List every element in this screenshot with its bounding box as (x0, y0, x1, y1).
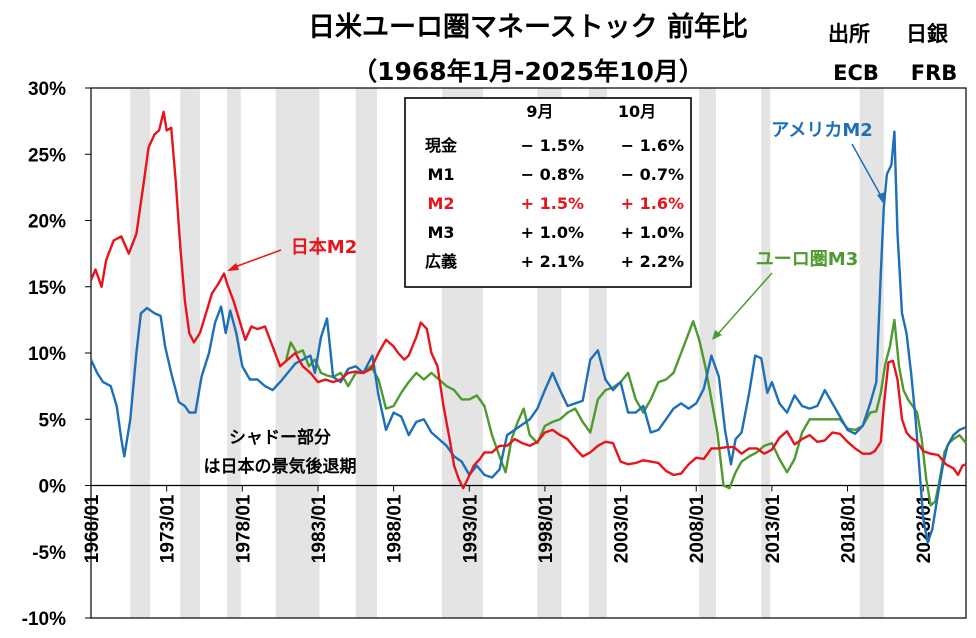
chart-subtitle: （1968年1月-2025年10月） (352, 57, 704, 86)
table-header-oct: 10月 (618, 102, 656, 121)
arrowhead-japan-m2 (227, 263, 239, 271)
chart-title: 日米ユーロ圏マネーストック 前年比 (308, 11, 748, 43)
series-line-2 (285, 318, 967, 507)
arrowhead-euro-m3 (712, 330, 722, 340)
series-line-1 (89, 130, 967, 544)
table-cell-sept: + 1.0% (521, 223, 584, 242)
recession-band (859, 88, 884, 618)
y-axis: 30% 25% 20% 15% 10% 5% 0% -5% -10% (22, 79, 91, 630)
source-ecb: ECB (833, 61, 879, 85)
table-cell-sept: − 0.8% (521, 165, 584, 184)
table-cell-oct: − 0.7% (621, 165, 684, 184)
x-tick-label: 2013/01 (763, 494, 784, 563)
x-tick-label: 1968/01 (82, 494, 103, 563)
annotation-euro-m3: ユーロ圏M3 (712, 249, 858, 340)
arrowhead-us-m2 (877, 192, 885, 203)
table-cell-sept: + 2.1% (521, 252, 584, 271)
x-tick-label: 1983/01 (309, 494, 330, 563)
table-cell-oct: + 1.6% (621, 194, 684, 213)
label-euro-m3: ユーロ圏M3 (756, 249, 858, 270)
table-row-label: 広義 (425, 252, 457, 271)
x-tick-label: 2018/01 (839, 494, 860, 563)
y-tick-label: 10% (28, 344, 66, 365)
annotation-us-m2: アメリカM2 (771, 120, 885, 203)
table-frame (404, 97, 692, 288)
annotation-japan-m2: 日本M2 (227, 236, 357, 271)
shading-note-line2: は日本の景気後退期 (204, 456, 357, 477)
y-tick-label: 15% (28, 278, 66, 299)
table-cell-sept: − 1.5% (521, 136, 584, 155)
y-tick-label: -5% (32, 543, 66, 564)
y-tick-label: 20% (28, 212, 66, 233)
table-row-label: 現金 (425, 136, 458, 155)
y-tick-label: 5% (39, 410, 67, 431)
table-cell-oct: + 1.0% (621, 223, 684, 242)
series-line-0 (89, 110, 967, 490)
table-header-sep: 9月 (526, 102, 553, 121)
x-tick-label: 1978/01 (233, 494, 254, 563)
shading-note-line1: シャドー部分 (229, 427, 331, 448)
x-tick-label: 2008/01 (687, 494, 708, 563)
table-row-label: M2 (427, 194, 454, 213)
source-label: 出所 (828, 22, 870, 46)
recession-band (761, 88, 771, 618)
x-tick-label: 1998/01 (536, 494, 557, 563)
arrow-japan-m2 (231, 249, 282, 269)
table-cell-oct: − 1.6% (621, 136, 684, 155)
series-lines (89, 110, 967, 544)
x-tick-label: 1973/01 (158, 494, 179, 563)
x-tick-label: 1993/01 (460, 494, 481, 563)
x-tick-label: 2003/01 (612, 494, 633, 563)
y-tick-label: 0% (39, 477, 67, 498)
recession-band (355, 88, 377, 618)
recession-band (130, 88, 151, 618)
table-cell-oct: + 2.2% (621, 252, 684, 271)
table-cell-sept: + 1.5% (521, 194, 584, 213)
y-tick-label: 30% (28, 79, 66, 100)
y-tick-label: -10% (22, 609, 66, 630)
source-frb: FRB (911, 61, 958, 85)
y-tick-label: 25% (28, 145, 66, 166)
x-axis: 1968/01 1973/01 1978/01 1983/01 1988/01 1993/… (82, 485, 935, 563)
label-us-m2: アメリカM2 (771, 120, 873, 141)
source-boj: 日銀 (906, 22, 948, 46)
value-table: 9月 10月 現金 − 1.5% − 1.6% M1 − 0.8% − 0.7% M2 + 1… (404, 97, 692, 288)
arrow-euro-m3 (716, 272, 773, 336)
label-japan-m2: 日本M2 (291, 236, 357, 258)
recession-band (180, 88, 200, 618)
x-tick-label: 1988/01 (385, 494, 406, 563)
arrow-us-m2 (851, 143, 882, 197)
table-row-label: M1 (427, 165, 454, 184)
table-row-label: M3 (427, 223, 454, 242)
